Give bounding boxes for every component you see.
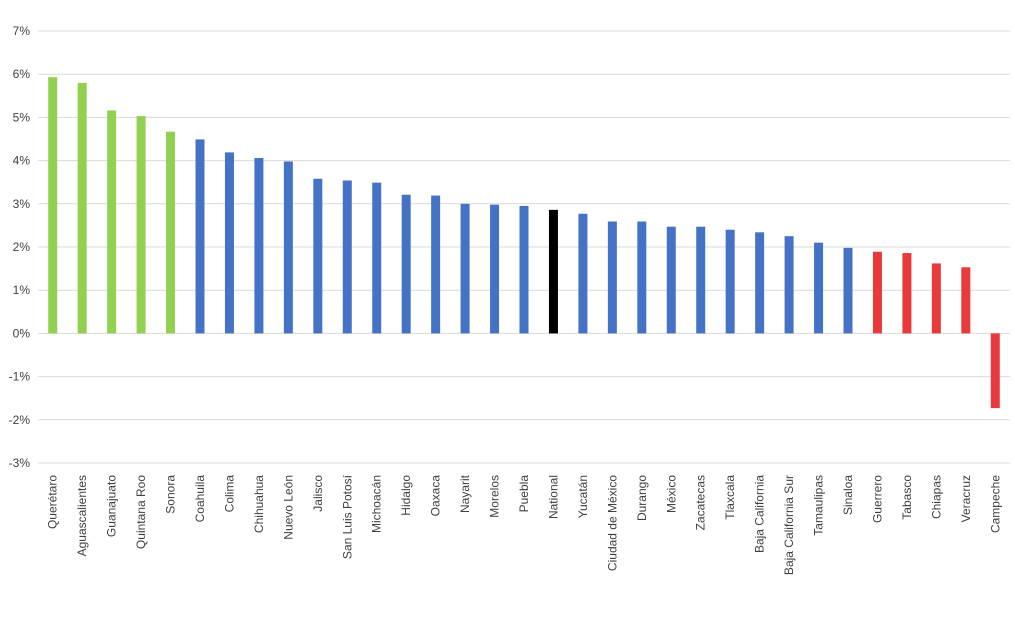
bar-baja-california-sur (784, 236, 794, 334)
bar-oaxaca (431, 195, 441, 334)
bar-baja-california (755, 232, 765, 334)
bar-colima (224, 152, 234, 334)
bar-ciudad-de-mexico (607, 221, 617, 334)
bar-chiapas (931, 263, 941, 334)
bar-zacatecas (696, 226, 706, 334)
bar-veracruz (961, 267, 971, 334)
x-category-label: Morelos (488, 475, 502, 518)
x-category-label: Michoacán (370, 475, 384, 533)
bar-campeche (990, 333, 1000, 409)
x-category-label: Guanajuato (105, 475, 119, 537)
x-axis-category-labels: Querétaro Aguascalientes Guanajuato Quintan… (46, 474, 1003, 575)
bar-tabasco (902, 253, 912, 334)
x-category-label: Durango (635, 475, 649, 521)
x-category-label: Campeche (988, 475, 1002, 533)
bar-guanajuato (107, 110, 117, 334)
bar-nuevo-leon (283, 161, 293, 334)
x-category-label: Colima (222, 475, 236, 513)
bar-tlaxcala (725, 229, 735, 334)
y-tick-label: 3% (13, 197, 31, 211)
x-category-label: Querétaro (46, 475, 60, 529)
y-tick-label: 1% (13, 283, 31, 297)
y-axis-tick-labels: -3% -2% -1% 0% 1% 2% 3% 4% 5% 6% 7% (9, 24, 31, 470)
x-category-label: Coahuila (193, 475, 207, 523)
x-category-label: Tabasco (900, 475, 914, 520)
x-category-label: Sinaloa (841, 475, 855, 515)
x-category-label: Ciudad de México (605, 475, 619, 571)
bar-guerrero (872, 251, 882, 334)
x-category-label: Chihuahua (252, 475, 266, 533)
y-tick-label: -3% (9, 456, 31, 470)
bar-coahuila (195, 139, 205, 334)
x-category-label: Guerrero (870, 475, 884, 523)
x-category-label: Zacatecas (694, 475, 708, 530)
bars (48, 77, 1000, 409)
x-category-label: Baja California Sur (782, 475, 796, 575)
x-category-label: Sonora (164, 475, 178, 514)
bar-puebla (519, 205, 529, 334)
x-category-label: México (664, 475, 678, 513)
bar-tamaulipas (814, 242, 824, 334)
bar-morelos (490, 204, 500, 334)
x-category-label: National (546, 475, 560, 519)
x-category-label: Nuevo León (281, 475, 295, 540)
x-category-label: Yucatán (576, 475, 590, 518)
x-category-label: Aguascalientes (75, 475, 89, 556)
y-tick-label: 2% (13, 240, 31, 254)
bar-aguascalientes (77, 82, 87, 334)
x-category-label: Baja California (753, 475, 767, 553)
y-tick-label: -2% (9, 413, 31, 427)
bar-hidalgo (401, 194, 411, 334)
bar-chihuahua (254, 158, 264, 334)
bar-queretaro (48, 77, 58, 334)
y-tick-label: -1% (9, 370, 31, 384)
bar-national (548, 209, 558, 334)
bar-mexico (666, 226, 676, 334)
x-category-label: Veracruz (959, 475, 973, 522)
bar-michoacan (372, 182, 382, 334)
x-category-label: Tlaxcala (723, 475, 737, 520)
y-tick-label: 5% (13, 110, 31, 124)
y-tick-label: 7% (13, 24, 31, 38)
y-tick-label: 4% (13, 154, 31, 168)
x-category-label: Chiapas (929, 475, 943, 519)
bar-san-luis-potosi (342, 180, 352, 334)
bar-sonora (166, 131, 176, 334)
y-tick-label: 6% (13, 67, 31, 81)
y-tick-label: 0% (13, 326, 31, 340)
bar-sinaloa (843, 247, 853, 334)
x-category-label: Nayarit (458, 474, 472, 513)
bar-nayarit (460, 203, 470, 334)
x-category-label: Puebla (517, 475, 531, 513)
x-category-label: Tamaulipas (812, 475, 826, 536)
bar-durango (637, 221, 647, 334)
x-category-label: Oaxaca (429, 475, 443, 517)
bar-yucatan (578, 213, 588, 334)
bar-quintana-roo (136, 116, 146, 334)
x-category-label: Jalisco (311, 475, 325, 512)
x-category-label: Hidalgo (399, 475, 413, 516)
x-category-label: Quintana Roo (134, 475, 148, 549)
bar-jalisco (313, 178, 323, 334)
x-category-label: San Luis Potosí (340, 474, 354, 559)
